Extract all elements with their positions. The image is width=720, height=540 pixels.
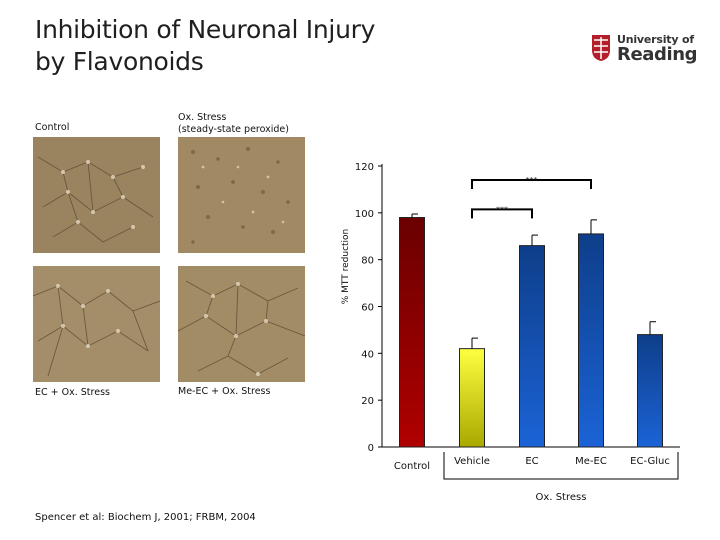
bar-vehicle bbox=[459, 348, 485, 448]
mtt-bar-chart: 0 20 40 60 80 100 120 % MTT reduction Control Veh… bbox=[341, 162, 680, 503]
meec-panel-label: Me-EC + Ox. Stress bbox=[178, 386, 271, 397]
y-tick-label-20: 20 bbox=[361, 396, 374, 407]
university-logo: University of Reading bbox=[591, 33, 698, 67]
bar-ec-gluc bbox=[637, 334, 663, 448]
slide-title-line2: by Flavonoids bbox=[35, 47, 204, 76]
slide-title: Inhibition of Neuronal Injury by Flavono… bbox=[35, 14, 455, 78]
micrograph-ec-oxstress bbox=[33, 266, 160, 382]
x-tick-label-vehicle: Vehicle bbox=[454, 456, 490, 467]
y-tick-label-80: 80 bbox=[361, 256, 374, 267]
x-tick-label-ec: EC bbox=[525, 456, 538, 467]
micrograph-oxstress bbox=[178, 137, 305, 253]
y-axis-label: % MTT reduction bbox=[341, 229, 351, 305]
oxstress-panel-label: Ox. Stress (steady-state peroxide) bbox=[178, 112, 289, 136]
bar-ec bbox=[519, 245, 545, 448]
significance-label-1: *** bbox=[496, 205, 508, 214]
y-tick-label-60: 60 bbox=[361, 303, 374, 314]
y-tick-label-120: 120 bbox=[355, 162, 374, 173]
x-tick-label-control: Control bbox=[394, 461, 430, 472]
crest-icon bbox=[592, 35, 610, 61]
significance-bracket-1 bbox=[471, 208, 533, 219]
bar-me-ec bbox=[578, 233, 604, 448]
reference-citation: Spencer et al: Biochem J, 2001; FRBM, 20… bbox=[35, 512, 256, 523]
logo-text-line1: University of bbox=[617, 33, 694, 46]
logo-text-line2: Reading bbox=[617, 44, 698, 65]
y-tick-label-100: 100 bbox=[355, 209, 374, 220]
ox-stress-group-label: Ox. Stress bbox=[536, 492, 587, 503]
micrograph-control bbox=[33, 137, 160, 253]
x-tick-label-me-ec: Me-EC bbox=[575, 456, 607, 467]
slide-title-line1: Inhibition of Neuronal Injury bbox=[35, 15, 376, 44]
bar-control bbox=[399, 217, 425, 448]
oxstress-label-line2: (steady-state peroxide) bbox=[178, 124, 289, 135]
ec-panel-label: EC + Ox. Stress bbox=[35, 387, 110, 398]
control-panel-label: Control bbox=[35, 122, 70, 133]
significance-label-2: *** bbox=[526, 176, 538, 185]
oxstress-label-line1: Ox. Stress bbox=[178, 112, 227, 123]
ox-stress-bracket bbox=[443, 452, 679, 480]
y-tick-label-40: 40 bbox=[361, 349, 374, 360]
y-tick-label-0: 0 bbox=[368, 443, 374, 454]
x-tick-label-ec-gluc: EC-Gluc bbox=[630, 456, 670, 467]
micrograph-meec-oxstress bbox=[178, 266, 305, 382]
significance-bracket-2 bbox=[471, 179, 592, 190]
